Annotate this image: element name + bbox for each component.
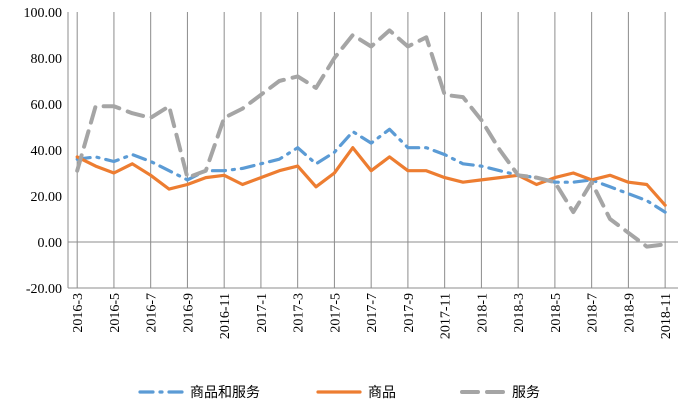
x-tick-label-2017-11: 2017-11 [439,293,454,339]
x-tick-label-2017-9: 2017-9 [402,293,417,333]
y-tick-label-0: -20.00 [26,282,62,297]
legend-label-2: 服务 [512,385,540,401]
x-tick-label-2018-3: 2018-3 [512,293,527,333]
x-tick-label-2016-9: 2016-9 [181,293,196,333]
x-tick-label-2017-3: 2017-3 [292,293,307,333]
x-tick-label-2017-7: 2017-7 [365,293,380,333]
legend: 商品和服务 商品 服务 [138,385,540,401]
x-tick-label-2018-11: 2018-11 [659,293,674,339]
x-tick-label-2016-5: 2016-5 [108,293,123,333]
x-tick-label-2018-5: 2018-5 [549,293,564,333]
x-tick-label-2018-1: 2018-1 [475,293,490,333]
y-tick-label-1: 0.00 [38,236,63,251]
x-tick-label-2018-7: 2018-7 [586,293,601,333]
y-tick-label-4: 60.00 [31,98,63,113]
y-tick-label-6: 100.00 [24,6,63,21]
y-tick-label-3: 40.00 [31,144,63,159]
axes [67,12,678,289]
x-tick-label-2016-11: 2016-11 [218,293,233,339]
y-tick-label-2: 20.00 [31,190,63,205]
x-tick-label-2018-9: 2018-9 [622,293,637,333]
grid-lines [76,12,666,288]
series-line-2 [75,28,668,249]
legend-item-0: 商品和服务 [138,385,260,401]
x-tick-label-2017-5: 2017-5 [328,293,343,333]
legend-label-0: 商品和服务 [190,385,260,401]
y-axis-tick-labels: -20.00 0.00 20.00 40.00 60.00 80.00 100.00 [24,6,63,297]
series-lines [75,28,668,249]
y-tick-label-5: 80.00 [31,52,63,67]
legend-item-2: 服务 [460,385,540,401]
series-line-0 [75,127,667,214]
x-axis-tick-labels: 2016-3 2016-5 2016-7 2016-9 2016-11 2017-1 201… [71,293,674,339]
legend-item-1: 商品 [316,385,396,401]
x-tick-label-2017-1: 2017-1 [255,293,270,333]
series-line-1 [75,146,667,207]
x-tick-label-2016-7: 2016-7 [145,293,160,333]
x-tick-label-2016-3: 2016-3 [71,293,86,333]
legend-label-1: 商品 [368,385,396,401]
